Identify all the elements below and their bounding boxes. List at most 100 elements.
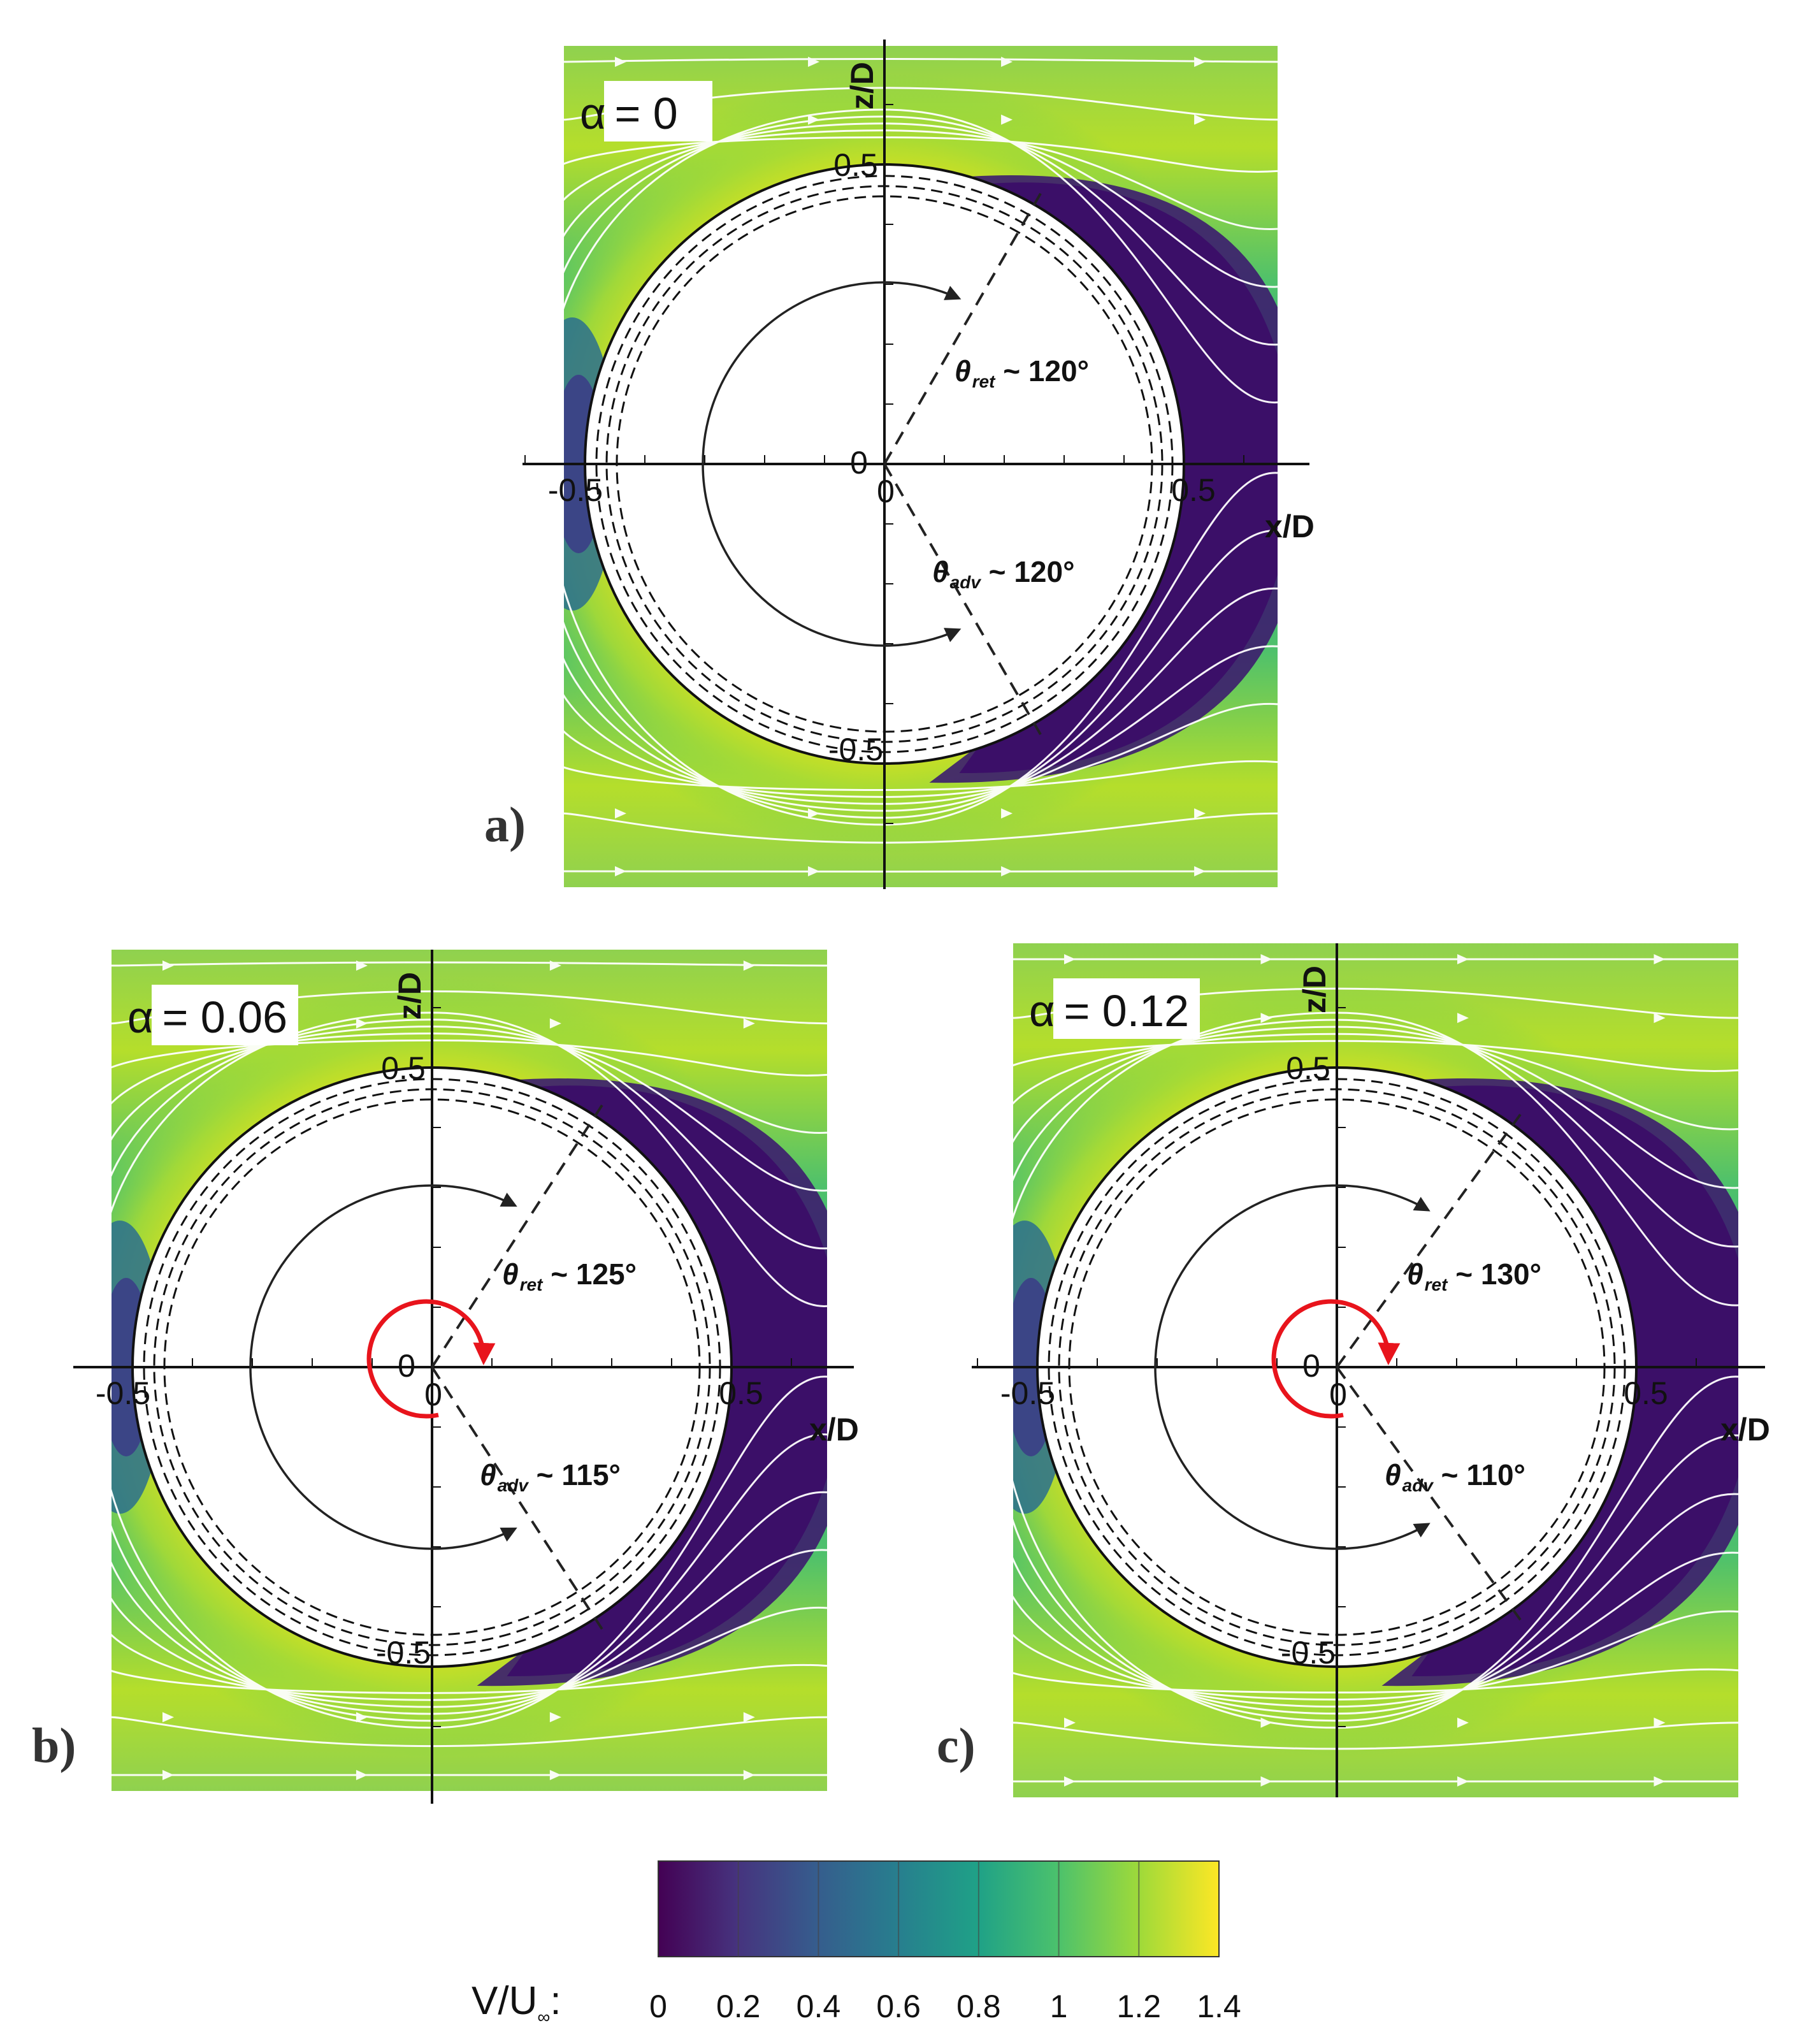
streamline-arrow <box>356 960 368 971</box>
colorbar-tick: 0.2 <box>716 1989 761 2024</box>
colorbar-tick: 0.4 <box>796 1989 841 2024</box>
theta-adv-arc <box>1154 1366 1431 1550</box>
theta-ret-label-value: ~ 130° <box>1447 1258 1541 1291</box>
tick-z-neg: -0.5 <box>828 732 883 767</box>
colorbar-gradient <box>658 1860 1220 1957</box>
tick-x-pos: 0.5 <box>1171 472 1216 508</box>
theta-ret-line <box>883 192 1042 465</box>
panel-tag: a) <box>484 797 526 852</box>
theta-adv-label: θadv ~ 110° <box>1385 1458 1525 1495</box>
colorbar-tick: 1.2 <box>1117 1989 1162 2024</box>
alpha-symbol: α <box>580 89 605 138</box>
theta-adv-label-subscript: adv <box>950 572 982 592</box>
streamline-arrow <box>1457 1776 1469 1787</box>
streamline-arrow <box>1194 866 1206 876</box>
streamline <box>1013 1721 1738 1750</box>
colorbar-tick: 0 <box>649 1989 667 2024</box>
streamline-arrow <box>549 1712 561 1723</box>
x-axis-label: x/D <box>1265 509 1315 544</box>
streamline-arrow <box>1457 1717 1469 1728</box>
x-axis-label: x/D <box>809 1412 859 1447</box>
tick-x-neg: -0.5 <box>96 1375 150 1411</box>
streamline-arrow <box>743 1712 755 1723</box>
tick-z-pos: 0.5 <box>381 1050 426 1086</box>
streamline-arrow <box>808 57 820 67</box>
z-axis-label: z/D <box>1297 966 1332 1013</box>
theta-ret-label: θret ~ 125° <box>502 1258 637 1294</box>
streamline-arrow <box>162 1712 174 1723</box>
theta-adv-label: θadv ~ 115° <box>480 1458 621 1495</box>
streamline-arrow <box>356 1770 368 1780</box>
streamline <box>112 1716 827 1748</box>
theta-adv-label-subscript: adv <box>498 1475 530 1495</box>
streamline-arrow <box>549 1770 561 1780</box>
alpha-label-box <box>604 81 712 141</box>
tick-x-neg: -0.5 <box>1000 1375 1055 1411</box>
alpha-label: α = 0.06 <box>127 992 287 1042</box>
theta-ret-label-symbol: θ <box>1407 1258 1424 1291</box>
theta-adv-line <box>1336 1366 1522 1621</box>
streamline-arrow <box>1654 1013 1666 1024</box>
alpha-value: = 0 <box>614 89 677 138</box>
tick-x-pos: 0.5 <box>1624 1375 1668 1411</box>
tick-z-pos: 0.5 <box>833 147 878 183</box>
tick-origin-bottom: 0 <box>424 1377 442 1412</box>
theta-adv-label: θadv ~ 120° <box>932 555 1074 592</box>
streamline-arrow <box>1064 954 1076 964</box>
streamline-arrow <box>808 808 820 819</box>
alpha-label-box <box>152 985 298 1045</box>
streamline-arrow <box>1457 1013 1469 1024</box>
streamline-arrow <box>1654 1776 1666 1787</box>
theta-ret-label-symbol: θ <box>502 1258 519 1291</box>
streamline-arrow <box>1001 114 1013 125</box>
theta-adv-label-symbol: θ <box>932 555 949 588</box>
z-axis-label: z/D <box>844 62 880 110</box>
streamline-arrow <box>162 1770 174 1780</box>
streamline-arrow <box>808 866 820 876</box>
theta-ret-label-value: ~ 125° <box>542 1258 637 1291</box>
colorbar-tick: 0.8 <box>956 1989 1001 2024</box>
theta-adv-arc <box>249 1366 517 1550</box>
theta-ret-line <box>1336 1113 1522 1368</box>
alpha-value: = 0.06 <box>162 992 287 1042</box>
z-axis-label: z/D <box>392 972 428 1020</box>
colorbar-tick: 1.4 <box>1197 1989 1241 2024</box>
streamline-arrow <box>1260 1776 1272 1787</box>
theta-adv-label-value: ~ 120° <box>981 555 1075 588</box>
streamline-arrow <box>1194 808 1206 819</box>
tick-origin-bottom: 0 <box>1329 1377 1347 1412</box>
alpha-label: α = 0 <box>580 89 678 138</box>
streamline-arrow <box>743 960 755 971</box>
streamline-arrow <box>1654 1717 1666 1728</box>
alpha-symbol: α <box>1029 986 1055 1036</box>
tick-x-pos: 0.5 <box>719 1375 763 1411</box>
streamline-arrow <box>1457 954 1469 964</box>
theta-ret-label: θret ~ 130° <box>1407 1258 1541 1294</box>
theta-adv-label-value: ~ 110° <box>1433 1458 1525 1491</box>
rotation-arrow <box>1271 1299 1401 1419</box>
theta-ret-line <box>431 1104 603 1368</box>
colorbar-tick: 0.6 <box>876 1989 921 2024</box>
theta-adv-label-subscript: adv <box>1402 1475 1434 1495</box>
streamline-arrow <box>1654 954 1666 964</box>
streamline-arrow <box>1064 1717 1076 1728</box>
alpha-symbol: α <box>127 992 153 1042</box>
theta-adv-label-value: ~ 115° <box>528 1458 621 1491</box>
theta-ret-arc <box>702 281 962 465</box>
colorbar-dividers <box>737 1861 1140 1957</box>
streamline-arrow <box>1260 954 1272 964</box>
streamline-arrow <box>743 1770 755 1780</box>
tick-z-neg: -0.5 <box>376 1635 431 1671</box>
streamline-arrow <box>1194 114 1206 125</box>
theta-ret-label-subscript: ret <box>1425 1275 1448 1294</box>
streamline-arrow <box>1260 1717 1272 1728</box>
tick-origin-left: 0 <box>850 445 868 481</box>
theta-adv-label-symbol: θ <box>480 1458 496 1491</box>
streamline-arrow <box>1064 1776 1076 1787</box>
streamline-arrow <box>549 1018 561 1029</box>
wake-core <box>507 1085 827 1677</box>
theta-ret-arc <box>249 1184 517 1368</box>
